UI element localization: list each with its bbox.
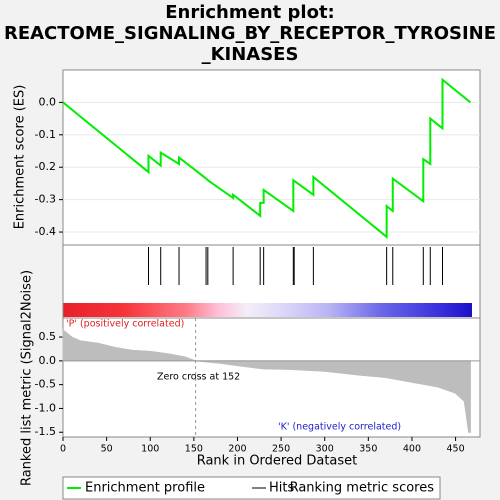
x-tick-label: 100 <box>141 444 159 455</box>
legend-hits: Hits <box>269 481 294 496</box>
x-tick-label: 450 <box>447 444 465 455</box>
y-tick-label: -0.2 <box>35 160 56 173</box>
color-bar <box>63 303 472 317</box>
x-tick-label: 150 <box>185 444 203 455</box>
x-tick-label: 350 <box>359 444 377 455</box>
title-line: _KINASES <box>202 44 299 65</box>
x-tick-label: 50 <box>101 444 113 455</box>
y-tick-label: -1.0 <box>35 401 56 414</box>
metric-axis-label: Ranked list metric (Signal2Noise) <box>20 270 35 486</box>
x-tick-label: 300 <box>316 444 334 455</box>
es-axis-label: Enrichment score (ES) <box>13 85 28 230</box>
es-line <box>62 77 472 240</box>
zero-cross-label: Zero cross at 152 <box>157 372 240 383</box>
negative-label: 'K' (negatively correlated) <box>278 422 401 433</box>
y-tick-label: -0.3 <box>35 193 56 206</box>
y-tick-label: 0.5 <box>39 330 57 343</box>
y-tick-label: -0.1 <box>35 128 56 141</box>
title-line: REACTOME_SIGNALING_BY_RECEPTOR_TYROSINE <box>4 23 496 44</box>
legend-metric: Ranking metric scores <box>290 481 435 496</box>
title-line: Enrichment plot: <box>165 2 335 23</box>
y-tick-label: -0.5 <box>35 378 56 391</box>
x-tick-label: 400 <box>403 444 421 455</box>
legend <box>62 476 441 500</box>
legend-es: Enrichment profile <box>85 481 205 496</box>
x-tick-label: 200 <box>228 444 246 455</box>
y-tick-label: -1.5 <box>35 425 56 438</box>
metric-panel <box>62 317 481 438</box>
y-tick-label: 0.0 <box>39 95 57 108</box>
y-tick-label: -0.4 <box>35 225 56 238</box>
y-tick-label: 0.0 <box>39 354 57 367</box>
metric-area <box>62 328 471 433</box>
x-tick-label: 0 <box>60 444 66 455</box>
positive-label: 'P' (positively correlated) <box>66 319 184 330</box>
x-axis-label: Rank in Ordered Dataset <box>197 454 358 469</box>
x-tick-label: 250 <box>272 444 290 455</box>
